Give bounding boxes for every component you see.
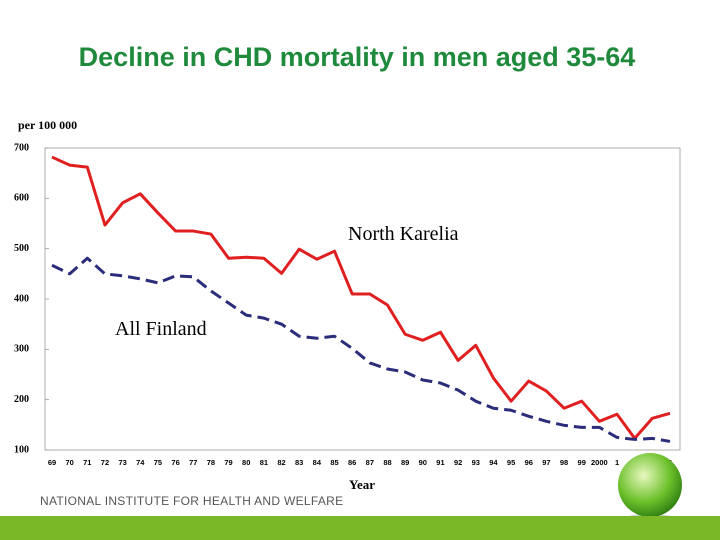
x-tick-label: 91 bbox=[436, 458, 444, 467]
x-tick-label: 72 bbox=[101, 458, 109, 467]
chart-title: Decline in CHD mortality in men aged 35-… bbox=[79, 42, 636, 72]
series-line bbox=[51, 155, 671, 440]
x-tick-label: 74 bbox=[136, 458, 145, 467]
x-tick-label: 98 bbox=[560, 458, 568, 467]
globe-icon bbox=[618, 453, 682, 517]
x-tick-label: 95 bbox=[507, 458, 515, 467]
x-tick-label: 83 bbox=[295, 458, 303, 467]
x-tick-label: 87 bbox=[366, 458, 374, 467]
y-tick-label: 600 bbox=[14, 193, 29, 204]
x-tick-label: 89 bbox=[401, 458, 409, 467]
x-tick-label: 93 bbox=[472, 458, 480, 467]
x-tick-label: 96 bbox=[525, 458, 533, 467]
x-tick-label: 92 bbox=[454, 458, 462, 467]
y-tick-label: 200 bbox=[14, 394, 29, 405]
y-tick-label: 300 bbox=[14, 344, 29, 355]
x-tick-label: 70 bbox=[65, 458, 73, 467]
x-tick-label: 84 bbox=[313, 458, 322, 467]
x-tick-label: 78 bbox=[207, 458, 215, 467]
series-line bbox=[51, 256, 671, 443]
y-tick-label: 700 bbox=[14, 142, 29, 153]
x-tick-label: 81 bbox=[260, 458, 268, 467]
x-tick-label: 75 bbox=[154, 458, 162, 467]
x-tick-label: 90 bbox=[419, 458, 427, 467]
x-tick-label: 85 bbox=[330, 458, 338, 467]
x-tick-label: 79 bbox=[224, 458, 232, 467]
y-tick-label: 500 bbox=[14, 243, 29, 254]
x-tick-label: 86 bbox=[348, 458, 356, 467]
x-axis-label: Year bbox=[349, 477, 375, 492]
x-tick-label: 69 bbox=[48, 458, 56, 467]
x-tick-label: 97 bbox=[542, 458, 550, 467]
series-annotation: All Finland bbox=[115, 318, 207, 340]
footer-bar bbox=[0, 516, 720, 540]
plot: 100 200 300 400 500 600 700 69 70 71 72 73 74 75 76 77 7… bbox=[14, 142, 673, 467]
x-tick-label: 99 bbox=[578, 458, 586, 467]
x-tick-label: 71 bbox=[83, 458, 91, 467]
y-tick-label: 100 bbox=[14, 444, 29, 455]
x-tick-label: 82 bbox=[277, 458, 285, 467]
y-tick-label: 400 bbox=[14, 293, 29, 304]
x-tick-label: 88 bbox=[383, 458, 391, 467]
x-tick-label: 2000 bbox=[591, 458, 608, 467]
x-tick-label: 80 bbox=[242, 458, 250, 467]
x-tick-label: 76 bbox=[171, 458, 179, 467]
x-tick-label: 77 bbox=[189, 458, 197, 467]
series-annotation: North Karelia bbox=[348, 223, 459, 245]
y-axis-label: per 100 000 bbox=[18, 118, 77, 132]
x-tick-label: 94 bbox=[489, 458, 498, 467]
footer: NATIONAL INSTITUTE FOR HEALTH AND WELFAR… bbox=[40, 494, 343, 508]
x-tick-label: 73 bbox=[118, 458, 126, 467]
x-tick-label: 1 bbox=[615, 458, 619, 467]
